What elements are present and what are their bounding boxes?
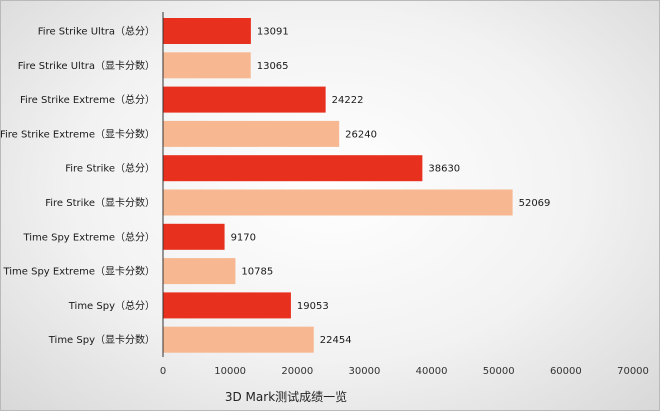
- category-label-7: Time Spy Extreme（显卡分数）: [2, 265, 155, 278]
- category-label-9: Time Spy（显卡分数）: [48, 333, 155, 346]
- value-label-0: 13091: [257, 27, 289, 38]
- category-label-5: Fire Strike（显卡分数）: [45, 196, 155, 209]
- bar-8: [163, 292, 291, 319]
- bar-1: [163, 52, 251, 79]
- value-label-4: 38630: [428, 164, 460, 175]
- category-label-8: Time Spy（总分）: [68, 299, 155, 312]
- bars-group: [163, 18, 513, 353]
- bar-7: [163, 258, 236, 285]
- category-label-0: Fire Strike Ultra（总分）: [38, 25, 155, 38]
- x-tick-label-0: 0: [160, 366, 166, 377]
- category-labels: Fire Strike Ultra（总分） Fire Strike Ultra（显…: [1, 25, 155, 347]
- category-label-4: Fire Strike（总分）: [65, 162, 155, 175]
- bar-6: [163, 223, 225, 250]
- x-tick-label-7: 70000: [617, 366, 649, 377]
- value-label-9: 22454: [320, 335, 352, 346]
- category-label-2: Fire Strike Extreme（总分）: [20, 93, 155, 106]
- value-label-1: 13065: [257, 61, 289, 72]
- value-label-8: 19053: [297, 301, 329, 312]
- value-label-7: 10785: [241, 267, 273, 278]
- x-tick-label-3: 30000: [349, 366, 381, 377]
- value-label-2: 24222: [332, 95, 364, 106]
- bar-2: [163, 86, 326, 113]
- value-label-3: 26240: [345, 129, 377, 140]
- category-label-3: Fire Strike Extreme（显卡分数）: [1, 127, 155, 140]
- category-label-1: Fire Strike Ultra（显卡分数）: [18, 59, 155, 72]
- x-tick-labels: 0 10000 20000 30000 40000 50000 60000 70000: [160, 366, 649, 377]
- value-label-6: 9170: [231, 232, 256, 243]
- x-axis-title: 3D Mark测试成绩一览: [225, 389, 347, 404]
- category-label-6: Time Spy Extreme（总分）: [22, 230, 155, 243]
- value-label-5: 52069: [519, 198, 551, 209]
- x-tick-label-6: 60000: [550, 366, 582, 377]
- x-tick-label-1: 10000: [214, 366, 246, 377]
- bar-4: [163, 155, 423, 182]
- bar-5: [163, 189, 513, 216]
- x-tick-label-5: 50000: [483, 366, 515, 377]
- bar-3: [163, 120, 340, 147]
- bar-9: [163, 326, 314, 353]
- x-tick-label-2: 20000: [281, 366, 313, 377]
- value-labels: 13091 13065 24222 26240 38630 52069 9170 10785 1…: [231, 27, 551, 347]
- x-tick-label-4: 40000: [416, 366, 448, 377]
- bar-0: [163, 18, 251, 44]
